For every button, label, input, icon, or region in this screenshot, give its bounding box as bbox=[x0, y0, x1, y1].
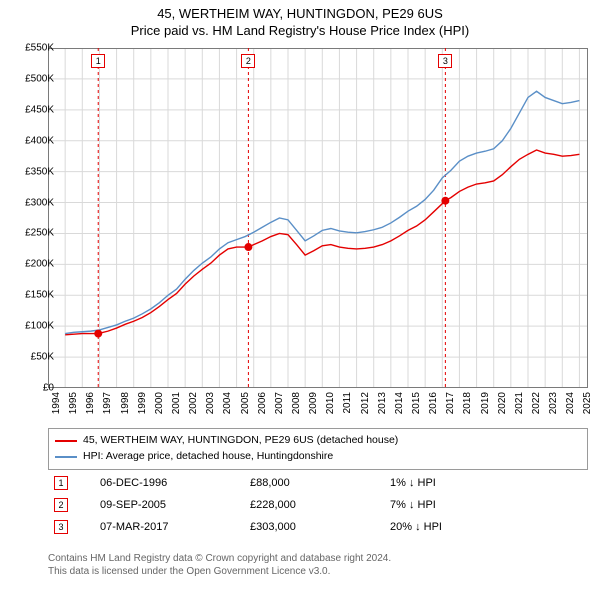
transaction-date: 07-MAR-2017 bbox=[94, 516, 244, 538]
x-tick-label: 2012 bbox=[360, 392, 371, 414]
y-tick-label: £400K bbox=[25, 135, 54, 146]
y-tick-label: £500K bbox=[25, 73, 54, 84]
x-tick-label: 2001 bbox=[171, 392, 182, 414]
x-tick-label: 2022 bbox=[531, 392, 542, 414]
y-tick-label: £50K bbox=[31, 352, 54, 363]
transaction-row: 3 07-MAR-2017£303,00020% ↓ HPI bbox=[48, 516, 588, 538]
x-tick-label: 1996 bbox=[85, 392, 96, 414]
transaction-row: 2 09-SEP-2005£228,0007% ↓ HPI bbox=[48, 494, 588, 516]
transactions-table: 1 06-DEC-1996£88,0001% ↓ HPI 2 09-SEP-2005£… bbox=[48, 472, 588, 538]
transaction-row-marker: 3 bbox=[54, 520, 68, 534]
x-tick-label: 2014 bbox=[394, 392, 405, 414]
transaction-price: £303,000 bbox=[244, 516, 384, 538]
transaction-row-marker: 1 bbox=[54, 476, 68, 490]
x-tick-label: 2025 bbox=[582, 392, 593, 414]
legend-label: 45, WERTHEIM WAY, HUNTINGDON, PE29 6US (… bbox=[83, 433, 398, 449]
x-tick-label: 2019 bbox=[480, 392, 491, 414]
transaction-marker-3: 3 bbox=[438, 54, 452, 68]
title-address: 45, WERTHEIM WAY, HUNTINGDON, PE29 6US bbox=[0, 6, 600, 23]
title-subtitle: Price paid vs. HM Land Registry's House … bbox=[0, 23, 600, 40]
y-tick-label: £150K bbox=[25, 290, 54, 301]
transaction-marker-2: 2 bbox=[241, 54, 255, 68]
x-tick-label: 2021 bbox=[514, 392, 525, 414]
y-tick-label: £300K bbox=[25, 197, 54, 208]
transaction-marker-1: 1 bbox=[91, 54, 105, 68]
x-tick-label: 2017 bbox=[445, 392, 456, 414]
x-tick-label: 2006 bbox=[257, 392, 268, 414]
legend-box: 45, WERTHEIM WAY, HUNTINGDON, PE29 6US (… bbox=[48, 428, 588, 470]
x-tick-label: 2011 bbox=[342, 392, 353, 414]
chart-svg bbox=[48, 48, 588, 388]
transaction-delta: 1% ↓ HPI bbox=[384, 472, 588, 494]
legend-item: HPI: Average price, detached house, Hunt… bbox=[55, 449, 581, 465]
x-tick-label: 2008 bbox=[291, 392, 302, 414]
x-tick-label: 1999 bbox=[137, 392, 148, 414]
y-tick-label: £200K bbox=[25, 259, 54, 270]
x-tick-label: 2002 bbox=[188, 392, 199, 414]
transaction-row: 1 06-DEC-1996£88,0001% ↓ HPI bbox=[48, 472, 588, 494]
y-tick-label: £550K bbox=[25, 43, 54, 54]
x-tick-label: 2004 bbox=[222, 392, 233, 414]
transaction-price: £88,000 bbox=[244, 472, 384, 494]
transaction-row-marker: 2 bbox=[54, 498, 68, 512]
x-tick-label: 2023 bbox=[548, 392, 559, 414]
x-tick-label: 2018 bbox=[462, 392, 473, 414]
transaction-delta: 20% ↓ HPI bbox=[384, 516, 588, 538]
x-tick-label: 2016 bbox=[428, 392, 439, 414]
x-tick-label: 2015 bbox=[411, 392, 422, 414]
chart-plot-area bbox=[48, 48, 588, 388]
x-tick-label: 2007 bbox=[274, 392, 285, 414]
transaction-price: £228,000 bbox=[244, 494, 384, 516]
x-tick-label: 1997 bbox=[102, 392, 113, 414]
x-tick-label: 2000 bbox=[154, 392, 165, 414]
footer-line-1: Contains HM Land Registry data © Crown c… bbox=[48, 552, 391, 565]
x-tick-label: 2009 bbox=[308, 392, 319, 414]
y-tick-label: £100K bbox=[25, 321, 54, 332]
y-tick-label: £450K bbox=[25, 104, 54, 115]
footer-line-2: This data is licensed under the Open Gov… bbox=[48, 565, 391, 578]
x-tick-label: 2020 bbox=[497, 392, 508, 414]
y-tick-label: £250K bbox=[25, 228, 54, 239]
transaction-delta: 7% ↓ HPI bbox=[384, 494, 588, 516]
x-tick-label: 1994 bbox=[51, 392, 62, 414]
chart-container: 45, WERTHEIM WAY, HUNTINGDON, PE29 6US P… bbox=[0, 0, 600, 590]
y-tick-label: £350K bbox=[25, 166, 54, 177]
x-tick-label: 2024 bbox=[565, 392, 576, 414]
title-block: 45, WERTHEIM WAY, HUNTINGDON, PE29 6US P… bbox=[0, 0, 600, 40]
transaction-date: 06-DEC-1996 bbox=[94, 472, 244, 494]
footer-attribution: Contains HM Land Registry data © Crown c… bbox=[48, 552, 391, 578]
x-tick-label: 2003 bbox=[205, 392, 216, 414]
legend-swatch bbox=[55, 456, 77, 458]
x-tick-label: 2013 bbox=[377, 392, 388, 414]
x-tick-label: 2005 bbox=[240, 392, 251, 414]
legend-swatch bbox=[55, 440, 77, 442]
legend-label: HPI: Average price, detached house, Hunt… bbox=[83, 449, 333, 465]
legend-item: 45, WERTHEIM WAY, HUNTINGDON, PE29 6US (… bbox=[55, 433, 581, 449]
x-tick-label: 1998 bbox=[120, 392, 131, 414]
x-tick-label: 1995 bbox=[68, 392, 79, 414]
transaction-date: 09-SEP-2005 bbox=[94, 494, 244, 516]
x-tick-label: 2010 bbox=[325, 392, 336, 414]
